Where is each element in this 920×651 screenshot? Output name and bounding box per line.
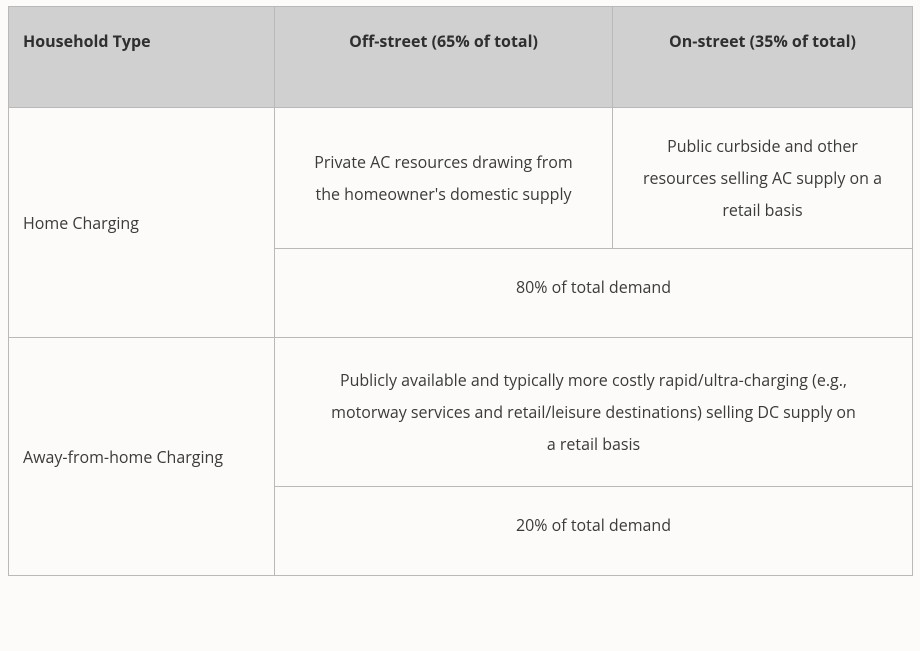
table-header-row: Household Type Off-street (65% of total)…: [9, 7, 913, 108]
cell-home-demand: 80% of total demand: [275, 249, 913, 338]
cell-away-demand: 20% of total demand: [275, 487, 913, 576]
cell-home-onstreet: Public curbside and other resources sell…: [613, 108, 913, 249]
col-header-off-street: Off-street (65% of total): [275, 7, 613, 108]
col-header-on-street: On-street (35% of total): [613, 7, 913, 108]
table-row: Home Charging Private AC resources drawi…: [9, 108, 913, 249]
cell-home-offstreet: Private AC resources drawing from the ho…: [275, 108, 613, 249]
col-header-household-type: Household Type: [9, 7, 275, 108]
charging-table: Household Type Off-street (65% of total)…: [8, 6, 913, 576]
row-label-away-charging: Away-from-home Charging: [9, 338, 275, 576]
charging-table-container: Household Type Off-street (65% of total)…: [0, 0, 920, 584]
row-label-home-charging: Home Charging: [9, 108, 275, 338]
table-row: Away-from-home Charging Publicly availab…: [9, 338, 913, 487]
cell-away-description: Publicly available and typically more co…: [275, 338, 913, 487]
